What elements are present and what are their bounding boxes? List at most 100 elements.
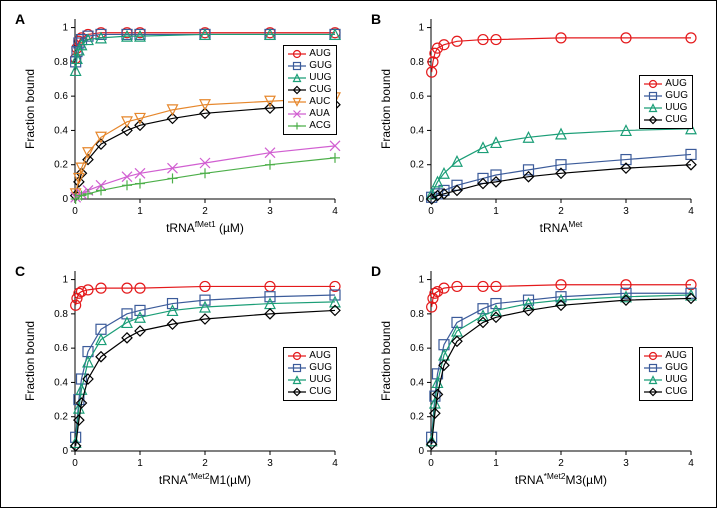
svg-text:4: 4 <box>332 206 338 217</box>
svg-text:3: 3 <box>623 458 629 469</box>
legend-item: AUG <box>644 350 688 362</box>
legend-item: AUG <box>288 48 332 60</box>
svg-text:0: 0 <box>62 446 68 457</box>
panel-label-C: C <box>15 263 25 279</box>
svg-text:4: 4 <box>332 458 338 469</box>
panel-D: 0 1 2 3 4 0 0.2 0.4 0.6 0.8 1 D Fraction bound tRNA*M… <box>361 257 711 503</box>
svg-text:2: 2 <box>202 206 208 217</box>
svg-text:1: 1 <box>62 23 68 34</box>
panel-A: 0123400.20.40.60.81AFraction boundtRNAfM… <box>5 5 355 251</box>
svg-text:0: 0 <box>418 446 424 457</box>
panel-label-A: A <box>15 11 25 27</box>
legend-item: UUG <box>644 102 688 114</box>
svg-text:0.6: 0.6 <box>54 343 68 354</box>
legend-label: CUG <box>665 386 687 398</box>
svg-text:4: 4 <box>688 206 694 217</box>
panel-C: 0 1 2 3 4 0 0.2 0.4 0.6 0.8 1 C Fraction bound tRNA*M… <box>5 257 355 503</box>
legend-item: ACG <box>288 120 332 132</box>
svg-text:0.6: 0.6 <box>54 91 68 102</box>
legend-item: GUG <box>288 362 332 374</box>
legend-item: GUG <box>644 90 688 102</box>
legend-item: CUG <box>644 114 688 126</box>
svg-text:0: 0 <box>428 206 434 217</box>
svg-text:0.8: 0.8 <box>54 57 68 68</box>
svg-text:0.2: 0.2 <box>410 160 424 171</box>
svg-text:0.8: 0.8 <box>410 57 424 68</box>
legend-label: ACG <box>309 120 331 132</box>
svg-text:0.2: 0.2 <box>410 412 424 423</box>
xlabel-C: tRNA*Met2M1(µM) <box>75 471 335 487</box>
svg-text:1: 1 <box>493 206 499 217</box>
legend-item: GUG <box>288 60 332 72</box>
svg-text:0.6: 0.6 <box>410 91 424 102</box>
legend-item: CUG <box>288 386 332 398</box>
legend-label: AUG <box>665 78 687 90</box>
svg-text:3: 3 <box>267 206 273 217</box>
svg-text:0.4: 0.4 <box>410 377 424 388</box>
svg-text:3: 3 <box>623 206 629 217</box>
svg-text:0.2: 0.2 <box>54 412 68 423</box>
xlabel-B: tRNAMet <box>431 219 691 235</box>
legend-label: CUG <box>665 114 687 126</box>
svg-text:4: 4 <box>688 458 694 469</box>
xlabel-A: tRNAfMet1 (µM) <box>75 219 335 235</box>
svg-text:0.4: 0.4 <box>410 125 424 136</box>
ylabel-B: Fraction bound <box>379 69 393 149</box>
svg-text:1: 1 <box>137 458 143 469</box>
panel-label-B: B <box>371 11 381 27</box>
svg-text:0: 0 <box>72 458 78 469</box>
legend-item: AUG <box>644 78 688 90</box>
legend-label: GUG <box>665 90 688 102</box>
ylabel-A: Fraction bound <box>23 69 37 149</box>
legend-item: UUG <box>288 72 332 84</box>
legend-item: UUG <box>288 374 332 386</box>
svg-text:0.8: 0.8 <box>410 309 424 320</box>
panel-label-D: D <box>371 263 381 279</box>
legend-label: GUG <box>309 60 332 72</box>
legend-item: AUC <box>288 96 332 108</box>
legend-item: UUG <box>644 374 688 386</box>
svg-text:3: 3 <box>267 458 273 469</box>
ylabel-C: Fraction bound <box>23 321 37 401</box>
legend-label: UUG <box>665 374 687 386</box>
legend-label: AUG <box>665 350 687 362</box>
legend-label: GUG <box>665 362 688 374</box>
legend-label: AUC <box>309 96 330 108</box>
svg-text:1: 1 <box>62 275 68 286</box>
legend-label: AUG <box>309 48 331 60</box>
legend-label: AUG <box>309 350 331 362</box>
legend-label: UUG <box>309 374 331 386</box>
svg-text:0: 0 <box>72 206 78 217</box>
legend-item: AUG <box>288 350 332 362</box>
svg-text:0.4: 0.4 <box>54 125 68 136</box>
svg-text:0: 0 <box>418 194 424 205</box>
xlabel-D: tRNA*Met2M3(µM) <box>431 471 691 487</box>
svg-text:1: 1 <box>418 275 424 286</box>
svg-text:2: 2 <box>558 458 564 469</box>
legend-label: CUG <box>309 84 331 96</box>
svg-text:2: 2 <box>558 206 564 217</box>
svg-text:1: 1 <box>137 206 143 217</box>
legend-item: AUA <box>288 108 332 120</box>
legend-label: AUA <box>309 108 330 120</box>
svg-text:0: 0 <box>428 458 434 469</box>
legend-item: CUG <box>288 84 332 96</box>
panel-B: 0 1 2 3 4 0 0.2 0.4 0.6 0.8 1 B Fraction bound tRNAMe… <box>361 5 711 251</box>
legend-D: AUGGUGUUGCUG <box>639 347 693 401</box>
svg-text:0.4: 0.4 <box>54 377 68 388</box>
svg-text:1: 1 <box>418 23 424 34</box>
legend-label: CUG <box>309 386 331 398</box>
ylabel-D: Fraction bound <box>379 321 393 401</box>
svg-text:2: 2 <box>202 458 208 469</box>
svg-text:1: 1 <box>493 458 499 469</box>
svg-text:0.6: 0.6 <box>410 343 424 354</box>
legend-B: AUGGUGUUGCUG <box>639 75 693 129</box>
legend-label: GUG <box>309 362 332 374</box>
legend-item: CUG <box>644 386 688 398</box>
legend-item: GUG <box>644 362 688 374</box>
svg-text:0.8: 0.8 <box>54 309 68 320</box>
legend-C: AUGGUGUUGCUG <box>283 347 337 401</box>
svg-text:0: 0 <box>62 194 68 205</box>
legend-label: UUG <box>309 72 331 84</box>
legend-label: UUG <box>665 102 687 114</box>
